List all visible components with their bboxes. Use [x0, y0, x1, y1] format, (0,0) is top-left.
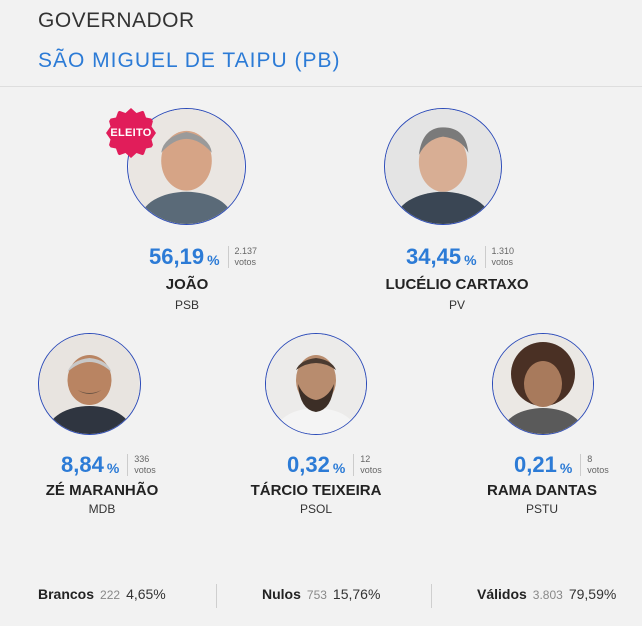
candidate-party: PSOL [299, 502, 333, 516]
vote-count: 12 votos [353, 454, 382, 476]
person-photo-icon [266, 334, 366, 434]
vote-count-value: 1.310 [491, 246, 515, 256]
percent-sign: % [559, 460, 573, 476]
header-divider [0, 86, 642, 87]
result-row: 0,32 % 12 votos [287, 452, 382, 478]
summary-footer: Brancos 222 4,65% Nulos 753 15,76% Válid… [0, 584, 642, 608]
vote-count-value: 12 [360, 454, 371, 464]
summary-percentage: 79,59% [568, 586, 617, 602]
summary-count: 222 [100, 588, 121, 602]
vote-count: 2.137 votos [227, 246, 258, 268]
result-row: 0,21 % 8 votos [514, 452, 609, 478]
candidate-name: ZÉ MARANHÃO [45, 482, 159, 499]
candidate-name: RAMA DANTAS [487, 482, 597, 499]
summary-label: Válidos [477, 586, 527, 602]
summary-percentage: 4,65% [126, 586, 166, 602]
result-row: 8,84 % 336 votos [61, 452, 156, 478]
vote-percentage: 34,45 [406, 244, 462, 269]
summary-label: Brancos [38, 586, 95, 602]
vote-percentage: 0,32 [287, 452, 330, 477]
candidate-party: PSTU [525, 502, 559, 516]
summary-label: Nulos [262, 586, 301, 602]
vote-count-label: votos [491, 257, 514, 267]
percent-sign: % [332, 460, 346, 476]
percent-sign: % [106, 460, 120, 476]
candidate-name: LUCÉLIO CARTAXO [385, 276, 529, 293]
vote-count-label: votos [587, 465, 609, 475]
vote-percentage: 56,19 [149, 244, 205, 269]
percent-sign: % [207, 252, 220, 268]
person-photo-icon [39, 334, 140, 434]
vote-count-value: 8 [587, 454, 593, 464]
header: GOVERNADOR SÃO MIGUEL DE TAIPU (PB) [38, 8, 341, 74]
vote-percentage: 8,84 [61, 452, 104, 477]
vote-count-value: 2.137 [234, 246, 258, 256]
result-row: 56,19 % 2.137 votos [149, 244, 257, 270]
page-subtitle: SÃO MIGUEL DE TAIPU (PB) [38, 49, 341, 72]
candidate-party: PV [448, 298, 466, 312]
person-photo-icon [385, 109, 501, 224]
summary-divider [216, 584, 217, 608]
summary-validos: Válidos 3.803 79,59% [477, 586, 616, 602]
candidate-photo-avatar [265, 333, 367, 435]
candidate-photo-avatar [38, 333, 141, 435]
vote-percentage: 0,21 [514, 452, 557, 477]
candidate-photo-avatar [492, 333, 594, 435]
candidate-name: JOÃO [165, 276, 209, 293]
vote-count-value: 336 [134, 454, 150, 464]
summary-brancos: Brancos 222 4,65% [38, 586, 166, 602]
candidate-name: TÁRCIO TEIXEIRA [250, 482, 382, 499]
percent-sign: % [464, 252, 477, 268]
candidate-party: PSB [174, 298, 200, 312]
page-title: GOVERNADOR [38, 9, 195, 32]
vote-count: 8 votos [580, 454, 609, 476]
summary-count: 3.803 [532, 588, 563, 602]
vote-count-label: votos [234, 257, 257, 267]
vote-count-label: votos [134, 465, 156, 475]
result-row: 34,45 % 1.310 votos [406, 244, 514, 270]
candidate-photo-avatar [384, 108, 502, 225]
vote-count: 336 votos [127, 454, 156, 476]
vote-count: 1.310 votos [484, 246, 515, 268]
person-photo-icon [493, 334, 593, 434]
vote-count-label: votos [360, 465, 382, 475]
summary-percentage: 15,76% [332, 586, 381, 602]
summary-nulos: Nulos 753 15,76% [262, 586, 380, 602]
summary-divider [431, 584, 432, 608]
summary-count: 753 [306, 588, 327, 602]
candidate-party: MDB [88, 502, 116, 516]
